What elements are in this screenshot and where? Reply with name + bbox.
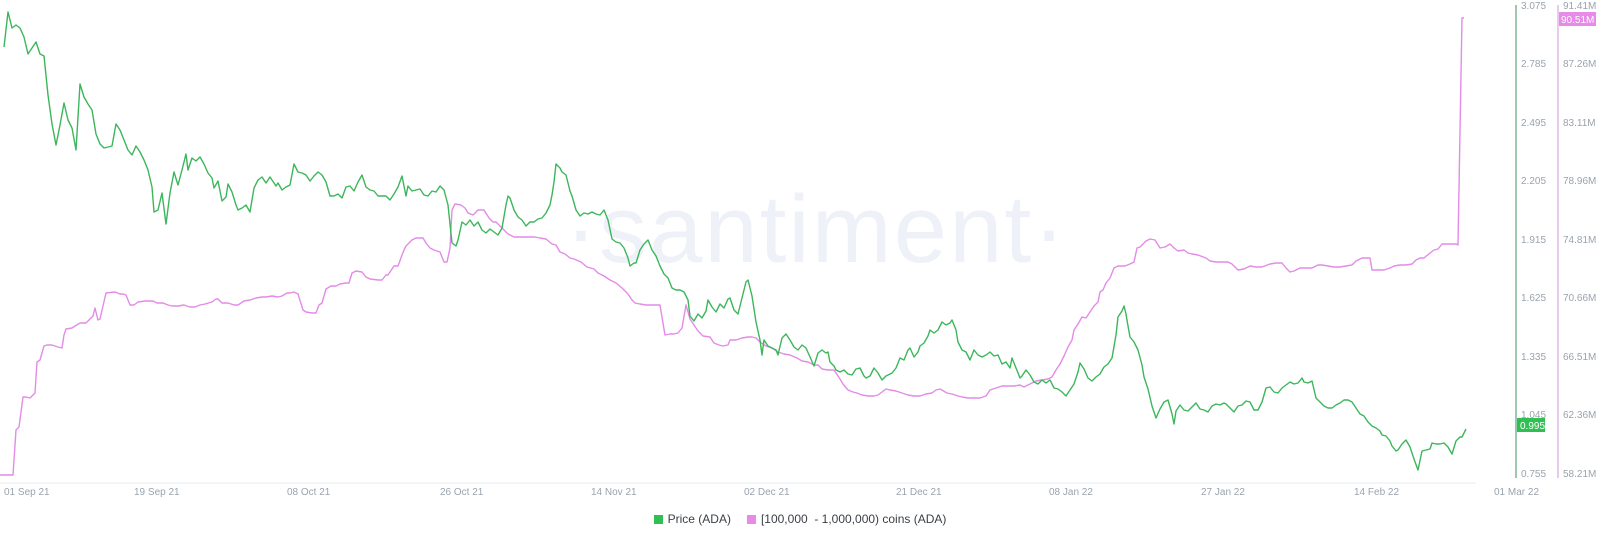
holdings-tick: 83.11M bbox=[1563, 118, 1596, 129]
price-tick: 3.075 bbox=[1521, 1, 1546, 12]
price-tick: 2.495 bbox=[1521, 118, 1546, 129]
x-axis-ticks: 01 Sep 21 19 Sep 21 08 Oct 21 26 Oct 21 … bbox=[4, 487, 1539, 498]
holdings-tick: 91.41M bbox=[1563, 1, 1596, 12]
holdings-tick: 58.21M bbox=[1563, 469, 1596, 480]
holdings-tick: 66.51M bbox=[1563, 352, 1596, 363]
price-tick: 0.755 bbox=[1521, 469, 1546, 480]
x-tick: 21 Dec 21 bbox=[896, 487, 942, 498]
holdings-tick: 78.96M bbox=[1563, 176, 1596, 187]
holdings-tick: 74.81M bbox=[1563, 235, 1596, 246]
x-tick: 26 Oct 21 bbox=[440, 487, 484, 498]
holdings-tick: 70.66M bbox=[1563, 293, 1596, 304]
x-tick: 01 Mar 22 bbox=[1494, 487, 1539, 498]
price-tick: 1.625 bbox=[1521, 293, 1546, 304]
price-current-badge: 0.995 bbox=[1517, 418, 1545, 432]
x-tick: 08 Oct 21 bbox=[287, 487, 331, 498]
x-tick: 14 Feb 22 bbox=[1354, 487, 1399, 498]
price-series-line[interactable] bbox=[3, 11, 1467, 471]
x-tick: 27 Jan 22 bbox=[1201, 487, 1245, 498]
svg-text:90.51M: 90.51M bbox=[1561, 15, 1594, 26]
legend-item-holdings[interactable]: [100,000 - 1,000,000) coins (ADA) bbox=[746, 512, 947, 526]
price-tick: 1.045 bbox=[1521, 410, 1546, 421]
legend-label: Price (ADA) bbox=[667, 512, 731, 526]
legend-label: [100,000 - 1,000,000) coins (ADA) bbox=[760, 512, 947, 526]
holdings-series-line[interactable] bbox=[0, 17, 1464, 476]
x-tick: 19 Sep 21 bbox=[134, 487, 180, 498]
holdings-swatch-icon bbox=[746, 514, 756, 524]
holdings-tick: 87.26M bbox=[1563, 59, 1596, 70]
x-tick: 02 Dec 21 bbox=[744, 487, 790, 498]
price-tick: 2.785 bbox=[1521, 59, 1546, 70]
santiment-watermark: ·santiment· bbox=[565, 176, 1067, 283]
price-tick: 2.205 bbox=[1521, 176, 1546, 187]
chart-legend: Price (ADA) [100,000 - 1,000,000) coins … bbox=[0, 512, 1600, 526]
svg-text:0.995: 0.995 bbox=[1520, 421, 1545, 432]
legend-item-price[interactable]: Price (ADA) bbox=[653, 512, 731, 526]
holdings-current-badge: 90.51M bbox=[1559, 12, 1596, 26]
x-tick: 08 Jan 22 bbox=[1049, 487, 1093, 498]
price-tick: 1.915 bbox=[1521, 235, 1546, 246]
price-axis-ticks: 3.075 2.785 2.495 2.205 1.915 1.625 1.33… bbox=[1521, 1, 1546, 480]
price-swatch-icon bbox=[653, 514, 663, 524]
holdings-axis-ticks: 91.41M 87.26M 83.11M 78.96M 74.81M 70.66… bbox=[1563, 1, 1596, 480]
holdings-tick: 62.36M bbox=[1563, 410, 1596, 421]
x-tick: 01 Sep 21 bbox=[4, 487, 50, 498]
x-tick: 14 Nov 21 bbox=[591, 487, 637, 498]
price-tick: 1.335 bbox=[1521, 352, 1546, 363]
